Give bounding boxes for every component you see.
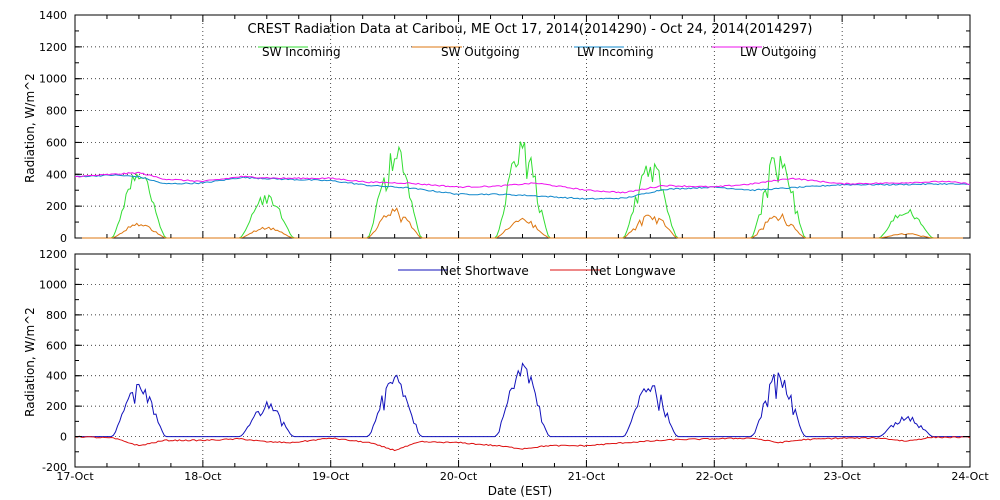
series-line-sw-outgoing [75, 207, 970, 239]
legend-label-net-shortwave: Net Shortwave [440, 264, 529, 278]
top-series-lines [74, 141, 971, 239]
legend-label-sw-incoming: SW Incoming [262, 45, 341, 59]
y-tick-label: 400 [46, 370, 67, 383]
top-y-axis-label: Radiation, W/m^2 [23, 73, 37, 183]
bottom-panel: -200 0 200 400 600 800 1000 1200 17-Oct 18-Oct 19… [23, 248, 989, 498]
legend-label-sw-outgoing: SW Outgoing [441, 45, 520, 59]
bottom-y-ticks: -200 0 200 400 600 800 1000 1200 [39, 248, 970, 474]
y-tick-label: 400 [46, 168, 67, 181]
x-tick-label: 23-Oct [823, 470, 861, 483]
bottom-plot-frame [74, 253, 971, 468]
series-line-net-longwave [74, 435, 971, 452]
y-tick-label: 0 [60, 431, 67, 444]
top-gridlines [75, 15, 970, 238]
legend-label-lw-outgoing: LW Outgoing [740, 45, 817, 59]
y-tick-label: 800 [46, 309, 67, 322]
top-legend: SW Incoming SW Outgoing LW Incoming LW O… [258, 45, 817, 59]
y-tick-label: 1000 [39, 73, 67, 86]
y-tick-label: 800 [46, 105, 67, 118]
bottom-series-lines [74, 362, 971, 452]
y-tick-label: 200 [46, 200, 67, 213]
y-tick-label: 600 [46, 136, 67, 149]
y-tick-label: 1000 [39, 278, 67, 291]
y-tick-label: -200 [42, 461, 67, 474]
x-tick-label: 17-Oct [56, 470, 94, 483]
series-line-lw-outgoing [74, 171, 971, 194]
x-tick-label: 22-Oct [696, 470, 734, 483]
y-tick-label: 0 [60, 232, 67, 245]
y-tick-label: 1200 [39, 248, 67, 261]
top-plot-frame [74, 14, 971, 239]
y-tick-label: 1200 [39, 41, 67, 54]
x-tick-label: 24-Oct [951, 470, 989, 483]
bottom-x-ticks: 17-Oct 18-Oct 19-Oct 20-Oct 21-Oct 22-Oct 23-O… [56, 254, 989, 483]
series-line-lw-incoming [74, 174, 971, 200]
y-tick-label: 1400 [39, 9, 67, 22]
bottom-legend: Net Shortwave Net Longwave [398, 264, 676, 278]
chart-title: CREST Radiation Data at Caribou, ME Oct … [248, 22, 813, 37]
series-line-sw-incoming [75, 141, 970, 239]
top-panel: 0 200 400 600 800 1000 1200 1400 CREST Radiatio… [23, 9, 971, 245]
bottom-gridlines [75, 254, 970, 467]
bottom-y-axis-label: Radiation, W/m^2 [23, 307, 37, 417]
top-y-ticks: 0 200 400 600 800 1000 1200 1400 [39, 9, 970, 245]
x-axis-label: Date (EST) [488, 484, 552, 498]
top-x-ticks [74, 15, 971, 238]
y-tick-label: 600 [46, 339, 67, 352]
y-tick-label: 200 [46, 400, 67, 413]
x-tick-label: 20-Oct [440, 470, 478, 483]
x-tick-label: 19-Oct [312, 470, 350, 483]
legend-label-lw-incoming: LW Incoming [577, 45, 654, 59]
x-tick-label: 21-Oct [568, 470, 606, 483]
x-tick-label: 18-Oct [184, 470, 222, 483]
legend-label-net-longwave: Net Longwave [590, 264, 676, 278]
series-line-net-shortwave [75, 362, 970, 438]
